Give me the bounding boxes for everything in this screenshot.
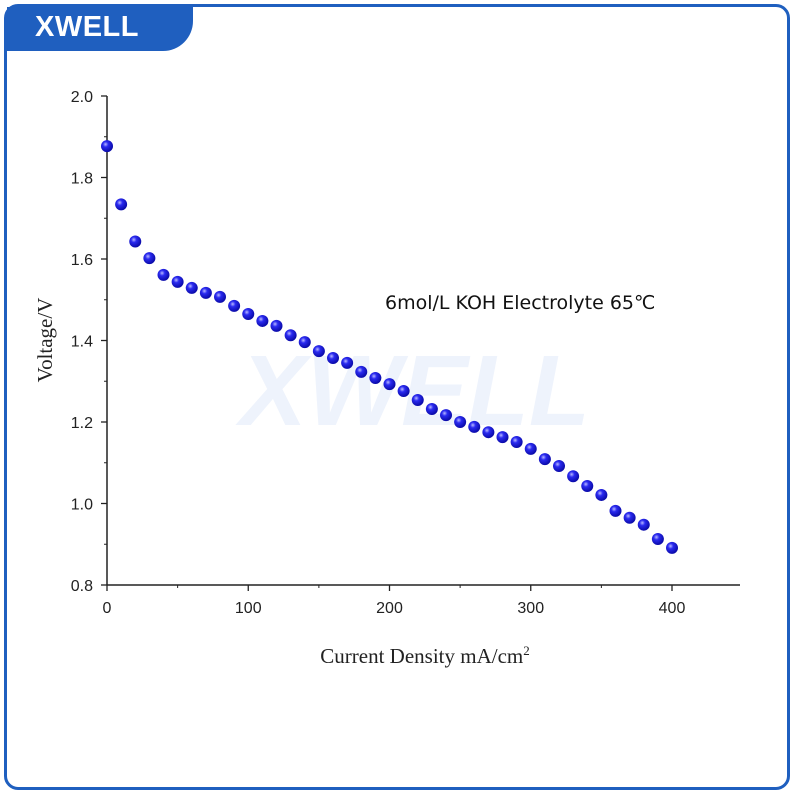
data-point [298,336,311,349]
image-frame: XWELL [4,4,790,790]
data-point [185,281,198,294]
data-point [454,416,467,428]
data-point [101,140,113,153]
data-point [623,511,636,524]
data-point [228,299,241,312]
x-axis-label: Current Density mA/cm2 [320,643,529,668]
data-point [524,442,537,455]
data-point [256,314,269,327]
x-tick-label: 300 [517,600,544,617]
y-tick-label: 1.8 [71,171,93,188]
data-point [397,385,410,398]
data-point [369,371,382,384]
x-axis-label-text: Current Density mA/cm [320,644,523,668]
data-point [581,479,594,492]
y-tick-label: 1.6 [71,252,93,269]
data-point [115,198,128,211]
data-point [312,345,325,358]
data-point [129,235,142,248]
data-point [510,435,523,448]
data-point [425,402,438,415]
data-point [440,409,452,422]
data-point [242,308,255,321]
data-point [411,393,424,406]
data-point [355,365,368,378]
data-point [383,378,396,391]
x-tick-label: 400 [659,600,686,617]
data-point [567,470,580,483]
x-tick-label: 100 [235,600,262,617]
data-point [284,329,297,342]
data-point [496,431,509,444]
data-point [482,426,495,439]
y-tick-label: 2.0 [71,89,93,106]
data-point [341,356,354,369]
data-point [595,488,608,501]
data-point [270,319,283,332]
data-point [651,532,664,545]
data-point [468,420,481,433]
x-tick-label: 0 [103,600,112,617]
data-point [609,504,622,517]
watermark: XWELL [235,335,590,447]
data-point [637,518,650,531]
y-axis-label: Voltage/V [33,298,57,383]
x-tick-label: 200 [376,600,403,617]
y-tick-label: 1.2 [71,415,93,432]
data-point [553,460,565,473]
data-point [214,290,226,303]
data-point [327,352,339,365]
data-point [157,268,170,281]
annotation: 6mol/L KOH Electrolyte 65℃ [385,292,655,314]
data-point [199,286,212,299]
data-point [666,541,678,554]
data-point [538,453,551,466]
y-tick-label: 0.8 [71,578,93,595]
y-tick-label: 1.4 [71,334,93,351]
x-axis-label-sup: 2 [523,643,530,658]
brand-tab: XWELL [7,7,193,51]
data-point [171,275,184,288]
brand-logo: XWELL [35,11,139,43]
y-tick-label: 1.0 [71,497,93,514]
data-point [143,252,156,265]
